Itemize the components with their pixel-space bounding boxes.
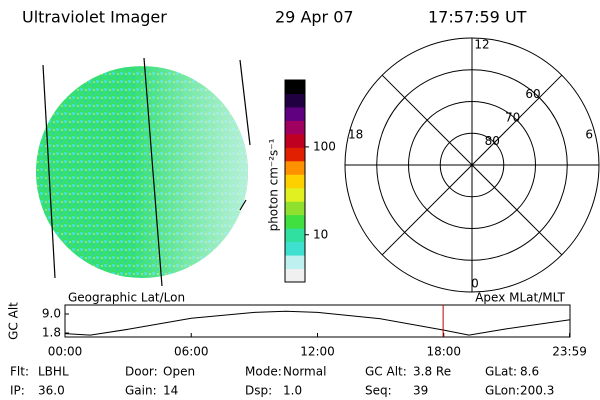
colorbar-tick-label: 10	[313, 227, 328, 241]
lat-label: 70	[505, 111, 520, 125]
colorbar-segment	[285, 147, 305, 162]
info-value: 8.6	[520, 365, 539, 379]
orbit-left-label: Geographic Lat/Lon	[68, 291, 185, 305]
y-tick-label: 1.8	[42, 326, 61, 340]
info-label: Flt:	[10, 365, 29, 379]
colorbar-frame	[284, 79, 306, 283]
orbit-ylabel: GC Alt	[7, 302, 21, 340]
orbit-frame	[64, 304, 571, 338]
info-label: GLon:	[485, 384, 520, 398]
info-label: Dsp:	[245, 384, 272, 398]
info-label: Gain:	[125, 384, 157, 398]
x-tick-label: 23:59	[552, 345, 587, 359]
colorbar-segment	[285, 214, 305, 229]
date: 29 Apr 07	[275, 8, 354, 27]
polar-spoke	[381, 74, 563, 256]
info-value: 1.0	[283, 384, 302, 398]
info-value: 14	[163, 384, 178, 398]
info-label: GC Alt:	[365, 365, 407, 379]
hour-label: 0	[471, 277, 479, 291]
altitude-line	[64, 310, 571, 336]
info-value: Normal	[283, 365, 326, 379]
lat-ring	[408, 101, 536, 229]
x-tick-label: 18:00	[426, 345, 461, 359]
orbit-right-label: Apex MLat/MLT	[475, 291, 565, 305]
colorbar-tick-label: 100	[313, 139, 336, 153]
lat-label: 80	[485, 134, 500, 148]
colorbar-segment	[285, 228, 305, 243]
x-tick-label: 06:00	[174, 345, 209, 359]
info-value: Open	[163, 365, 195, 379]
time: 17:57:59 UT	[428, 8, 527, 27]
colorbar-segment	[285, 187, 305, 202]
info-value: 39	[413, 384, 428, 398]
colorbar-label: photon cm⁻²s⁻¹	[267, 138, 281, 231]
info-label: Seq:	[365, 384, 392, 398]
colorbar-segment	[285, 106, 305, 121]
lat-ring	[376, 69, 568, 261]
colorbar-segment	[285, 120, 305, 135]
colorbar-segment	[285, 268, 305, 283]
info-value: 200.3	[520, 384, 554, 398]
colorbar-segment	[285, 255, 305, 270]
info-label: IP:	[10, 384, 25, 398]
x-tick-label: 12:00	[300, 345, 335, 359]
info-value: 36.0	[38, 384, 65, 398]
hour-label: 6	[585, 128, 593, 142]
title: Ultraviolet Imager	[22, 8, 167, 27]
colorbar-segment	[285, 174, 305, 189]
lat-ring	[439, 132, 505, 198]
y-tick-label: 9.0	[42, 306, 61, 320]
info-label: Mode:	[245, 365, 282, 379]
colorbar-segment	[285, 201, 305, 216]
colorbar-segment	[285, 80, 305, 94]
x-tick-label: 00:00	[48, 345, 83, 359]
info-value: LBHL	[38, 365, 69, 379]
colorbar-segment	[285, 133, 305, 148]
hour-label: 18	[348, 128, 363, 142]
colorbar-segment	[285, 93, 305, 108]
info-label: Door:	[125, 365, 158, 379]
info-label: GLat:	[485, 365, 517, 379]
info-value: 3.8 Re	[413, 365, 451, 379]
colorbar-segment	[285, 241, 305, 256]
image	[36, 66, 248, 278]
meridians	[42, 57, 251, 287]
hour-label: 12	[474, 38, 489, 52]
colorbar-segment	[285, 160, 305, 175]
lat-label: 60	[525, 87, 540, 101]
